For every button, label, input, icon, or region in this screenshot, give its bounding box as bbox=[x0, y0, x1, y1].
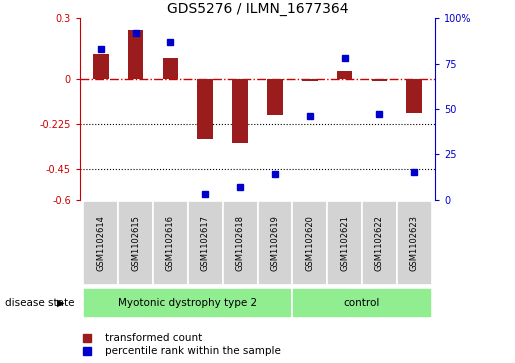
Text: GSM1102614: GSM1102614 bbox=[96, 215, 105, 271]
Text: GSM1102617: GSM1102617 bbox=[201, 215, 210, 271]
Text: GSM1102615: GSM1102615 bbox=[131, 215, 140, 271]
Text: percentile rank within the sample: percentile rank within the sample bbox=[105, 346, 281, 356]
Bar bbox=[337, 70, 352, 79]
FancyBboxPatch shape bbox=[83, 288, 293, 318]
Text: transformed count: transformed count bbox=[105, 333, 202, 343]
FancyBboxPatch shape bbox=[397, 201, 432, 285]
FancyBboxPatch shape bbox=[327, 201, 362, 285]
Bar bbox=[93, 54, 109, 79]
FancyBboxPatch shape bbox=[293, 201, 327, 285]
Text: GSM1102621: GSM1102621 bbox=[340, 215, 349, 271]
Text: GSM1102623: GSM1102623 bbox=[410, 215, 419, 271]
FancyBboxPatch shape bbox=[362, 201, 397, 285]
FancyBboxPatch shape bbox=[153, 201, 188, 285]
FancyBboxPatch shape bbox=[83, 201, 118, 285]
Bar bbox=[372, 79, 387, 81]
Text: GSM1102619: GSM1102619 bbox=[270, 215, 280, 271]
Title: GDS5276 / ILMN_1677364: GDS5276 / ILMN_1677364 bbox=[167, 2, 348, 16]
Bar bbox=[128, 30, 143, 79]
FancyBboxPatch shape bbox=[293, 288, 432, 318]
Text: GSM1102618: GSM1102618 bbox=[235, 215, 245, 271]
Bar bbox=[406, 79, 422, 113]
Text: Myotonic dystrophy type 2: Myotonic dystrophy type 2 bbox=[118, 298, 258, 308]
Text: GSM1102622: GSM1102622 bbox=[375, 215, 384, 271]
Text: GSM1102616: GSM1102616 bbox=[166, 215, 175, 271]
Text: ▶: ▶ bbox=[57, 298, 64, 308]
Bar bbox=[232, 79, 248, 143]
Text: disease state: disease state bbox=[5, 298, 75, 308]
FancyBboxPatch shape bbox=[188, 201, 222, 285]
Bar bbox=[302, 79, 318, 81]
Text: GSM1102620: GSM1102620 bbox=[305, 215, 314, 271]
FancyBboxPatch shape bbox=[222, 201, 258, 285]
FancyBboxPatch shape bbox=[258, 201, 293, 285]
FancyBboxPatch shape bbox=[118, 201, 153, 285]
Text: control: control bbox=[344, 298, 380, 308]
Bar bbox=[197, 79, 213, 139]
Bar bbox=[163, 58, 178, 79]
Bar bbox=[267, 79, 283, 115]
